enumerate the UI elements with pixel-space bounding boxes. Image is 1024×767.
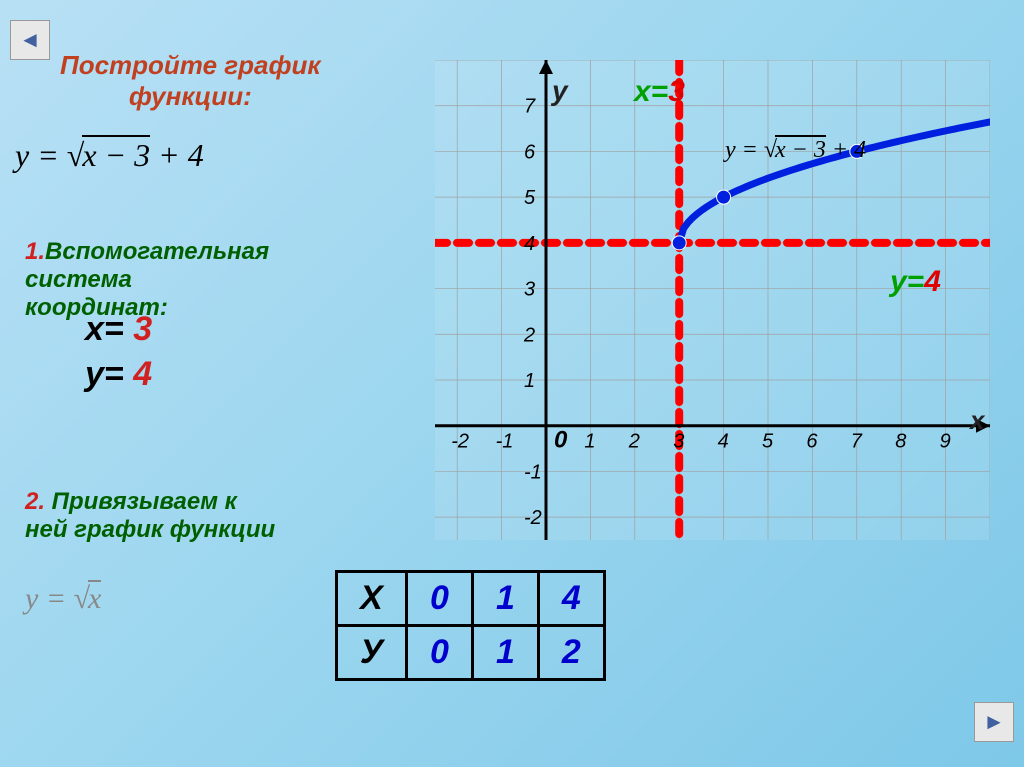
svg-text:4: 4: [524, 233, 535, 255]
step2: 2. Привязываем к ней график функции: [25, 460, 275, 544]
formula-lhs: y =: [15, 137, 67, 173]
svg-text:6: 6: [806, 431, 818, 453]
page-title: Постройте график функции:: [60, 50, 321, 112]
table-row: У 0 1 2: [337, 626, 605, 680]
aux-coord-x: x= 3: [85, 310, 152, 349]
table-cell: 2: [538, 626, 604, 680]
table-row: Х 0 1 4: [337, 572, 605, 626]
table-cell: 1: [472, 572, 538, 626]
chart-formula-radicand: x − 3: [775, 135, 826, 164]
svg-text:3: 3: [673, 431, 684, 453]
y-axis-label: y: [552, 75, 568, 107]
svg-text:5: 5: [524, 187, 536, 209]
svg-text:2: 2: [628, 431, 640, 453]
svg-text:7: 7: [524, 96, 536, 118]
chart-formula: y = √x − 3 + 4: [725, 135, 866, 164]
svg-text:2: 2: [523, 324, 535, 346]
table-header-y: У: [337, 626, 407, 680]
svg-text:4: 4: [718, 431, 729, 453]
coord-y-val: 4: [133, 355, 152, 393]
value-table: Х 0 1 4 У 0 1 2: [335, 570, 606, 681]
chevron-right-icon: ►: [983, 709, 1005, 735]
x-axis-label: x: [970, 405, 984, 436]
vline-label: x=3: [634, 75, 685, 109]
table-cell: 1: [472, 626, 538, 680]
hline-label: y=4: [890, 265, 941, 299]
svg-text:6: 6: [524, 141, 536, 163]
aux-coord-y: y= 4: [85, 355, 152, 394]
coord-x-val: 3: [133, 310, 152, 348]
prev-button[interactable]: ◄: [10, 20, 50, 60]
svg-text:-1: -1: [524, 461, 542, 483]
svg-text:3: 3: [524, 279, 535, 301]
svg-text:9: 9: [940, 431, 951, 453]
step1-number: 1.: [25, 238, 45, 265]
chart-svg: -2 -1 1 2 3 4 5 6 7 8 9 -2 -1 1 2 3 4 5 6 7 0: [435, 60, 990, 540]
svg-text:-1: -1: [496, 431, 514, 453]
next-button[interactable]: ►: [974, 702, 1014, 742]
chart-formula-tail: + 4: [826, 137, 866, 163]
svg-text:-2: -2: [524, 507, 542, 529]
table-cell: 0: [407, 572, 473, 626]
coord-y-var: y=: [85, 355, 133, 393]
step2-number: 2.: [25, 488, 45, 515]
step1-text: Вспомогательная система координат:: [25, 238, 269, 321]
small-formula: y = √x: [25, 580, 101, 616]
vline-label-var: x=: [634, 75, 668, 108]
svg-text:-2: -2: [451, 431, 469, 453]
chevron-left-icon: ◄: [19, 27, 41, 53]
svg-text:5: 5: [762, 431, 774, 453]
chart-formula-lhs: y =: [725, 137, 764, 163]
coord-x-var: x=: [85, 310, 133, 348]
vline-label-val: 3: [668, 75, 685, 108]
table-header-x: Х: [337, 572, 407, 626]
hline-label-val: 4: [924, 265, 941, 298]
svg-text:1: 1: [524, 370, 535, 392]
svg-text:8: 8: [895, 431, 906, 453]
formula-small-radicand: x: [88, 580, 101, 616]
formula-radicand: x − 3: [82, 135, 150, 174]
table-cell: 4: [538, 572, 604, 626]
function-chart: -2 -1 1 2 3 4 5 6 7 8 9 -2 -1 1 2 3 4 5 6 7 0: [435, 60, 990, 540]
formula-small-lhs: y =: [25, 582, 74, 615]
step1: 1.Вспомогательная система координат:: [25, 210, 269, 322]
formula-tail: + 4: [150, 137, 204, 173]
hline-label-var: y=: [890, 265, 924, 298]
main-formula: y = √x − 3 + 4: [15, 135, 204, 174]
svg-text:7: 7: [851, 431, 863, 453]
table-cell: 0: [407, 626, 473, 680]
svg-text:1: 1: [584, 431, 595, 453]
step2-text: Привязываем к ней график функции: [25, 488, 275, 543]
svg-text:0: 0: [554, 427, 568, 454]
